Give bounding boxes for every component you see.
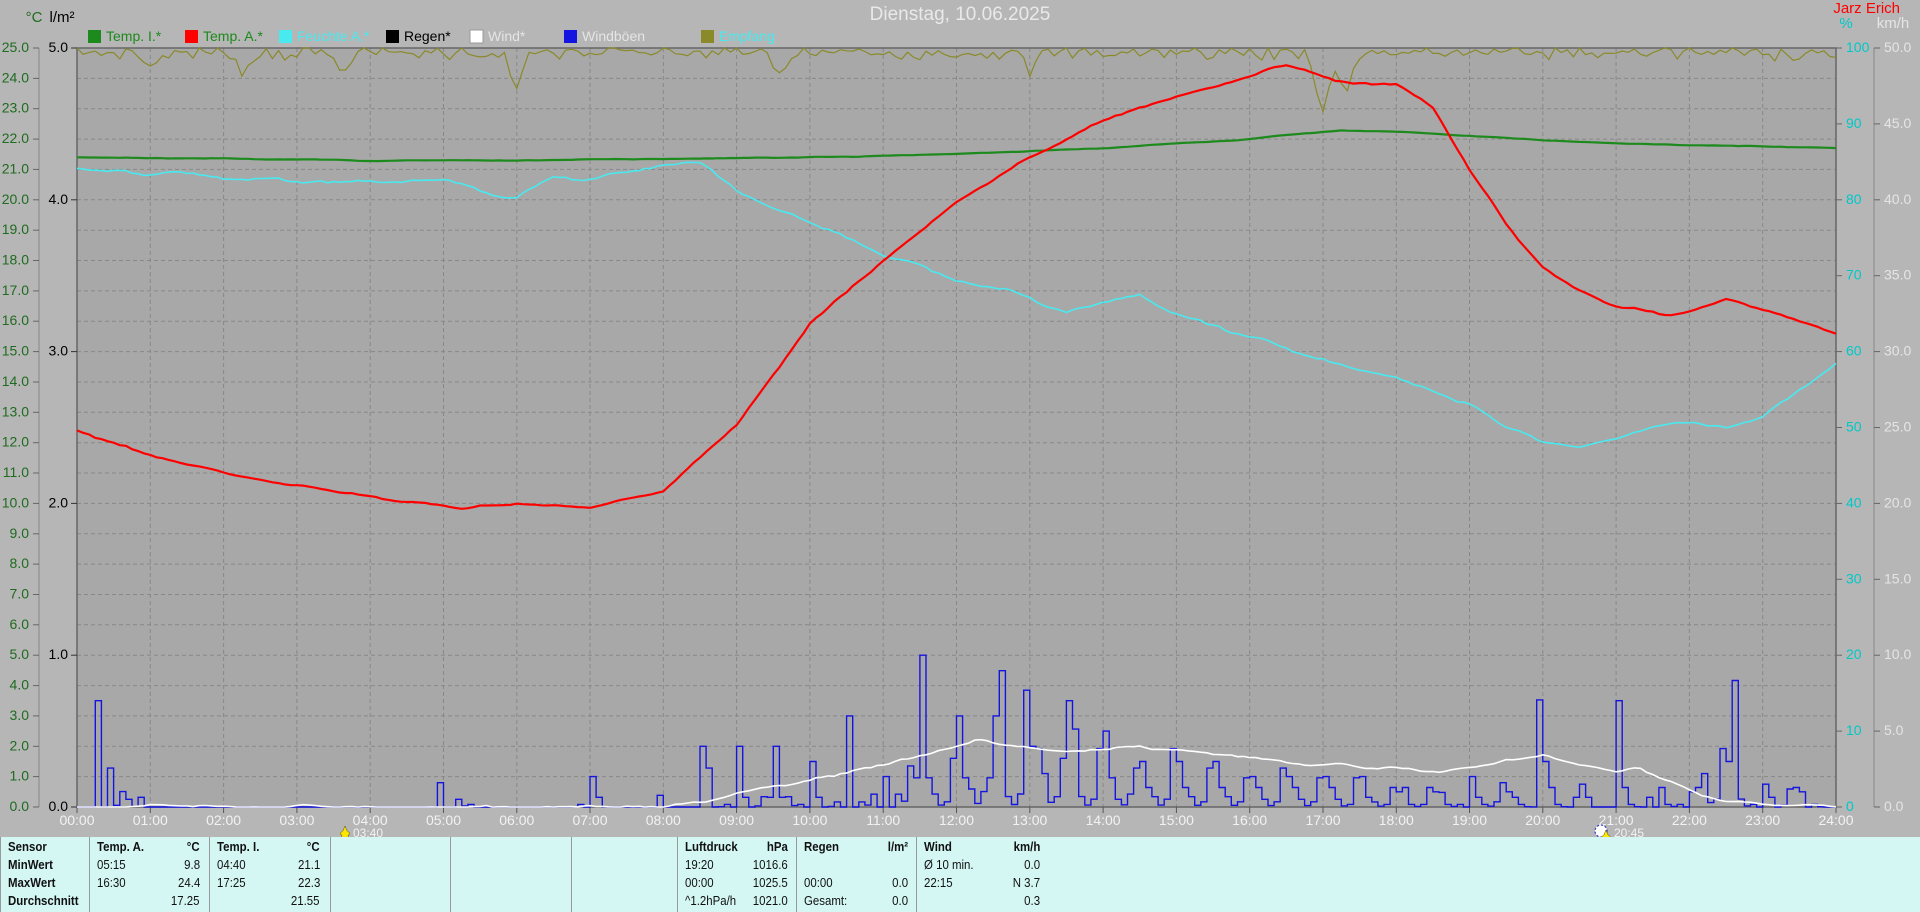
svg-text:5.0: 5.0	[1884, 722, 1904, 738]
svg-text:2.0: 2.0	[49, 494, 69, 510]
svg-text:12.0: 12.0	[2, 434, 29, 450]
svg-text:Feuchte A.*: Feuchte A.*	[297, 28, 370, 44]
svg-text:24.0: 24.0	[2, 69, 29, 85]
svg-text:Jarz Erich: Jarz Erich	[1833, 0, 1900, 17]
svg-text:3.0: 3.0	[10, 707, 30, 723]
svg-text:30.0: 30.0	[1884, 343, 1911, 359]
svg-text:60: 60	[1846, 343, 1862, 359]
svg-text:100: 100	[1846, 39, 1870, 55]
svg-text:03:00: 03:00	[279, 812, 314, 828]
svg-text:9.0: 9.0	[10, 525, 30, 541]
svg-text:°C: °C	[26, 9, 43, 26]
svg-text:10.0: 10.0	[2, 494, 29, 510]
svg-text:23:00: 23:00	[1745, 812, 1780, 828]
svg-text:2.0: 2.0	[10, 737, 30, 753]
svg-text:15.0: 15.0	[2, 343, 29, 359]
svg-text:Dienstag, 10.06.2025: Dienstag, 10.06.2025	[870, 4, 1051, 25]
svg-text:01:00: 01:00	[133, 812, 168, 828]
svg-text:00:00: 00:00	[59, 812, 94, 828]
svg-text:18.0: 18.0	[2, 252, 29, 268]
svg-text:l/m²: l/m²	[50, 9, 75, 26]
svg-text:40.0: 40.0	[1884, 191, 1911, 207]
svg-text:80: 80	[1846, 191, 1862, 207]
svg-text:11:00: 11:00	[866, 812, 900, 828]
svg-text:25.0: 25.0	[1884, 419, 1911, 435]
svg-text:15.0: 15.0	[1884, 570, 1911, 586]
svg-text:22.0: 22.0	[2, 130, 29, 146]
svg-text:0.0: 0.0	[1884, 798, 1904, 814]
svg-text:14:00: 14:00	[1086, 812, 1121, 828]
svg-text:40: 40	[1846, 494, 1862, 510]
svg-text:16:00: 16:00	[1232, 812, 1267, 828]
svg-text:7.0: 7.0	[10, 586, 30, 602]
svg-text:14.0: 14.0	[2, 373, 29, 389]
svg-text:8.0: 8.0	[10, 555, 30, 571]
svg-text:18:00: 18:00	[1379, 812, 1414, 828]
svg-text:17:00: 17:00	[1305, 812, 1340, 828]
svg-text:4.0: 4.0	[10, 677, 30, 693]
svg-text:02:00: 02:00	[206, 812, 241, 828]
svg-text:23.0: 23.0	[2, 100, 29, 116]
svg-text:Wind*: Wind*	[488, 28, 526, 44]
svg-text:1.0: 1.0	[49, 646, 69, 662]
svg-text:20.0: 20.0	[1884, 494, 1911, 510]
svg-text:06:00: 06:00	[499, 812, 534, 828]
svg-text:09:00: 09:00	[719, 812, 754, 828]
svg-text:10:00: 10:00	[792, 812, 827, 828]
svg-text:12:00: 12:00	[939, 812, 974, 828]
svg-text:10.0: 10.0	[1884, 646, 1911, 662]
svg-text:19.0: 19.0	[2, 221, 29, 237]
svg-text:11.0: 11.0	[3, 464, 29, 480]
svg-text:5.0: 5.0	[10, 646, 30, 662]
svg-text:30: 30	[1846, 570, 1862, 586]
svg-text:16.0: 16.0	[2, 312, 29, 328]
svg-text:4.0: 4.0	[49, 191, 69, 207]
svg-text:50: 50	[1846, 419, 1862, 435]
svg-text:km/h: km/h	[1877, 15, 1910, 32]
svg-text:21.0: 21.0	[2, 160, 29, 176]
svg-text:5.0: 5.0	[49, 39, 69, 55]
svg-text:90: 90	[1846, 115, 1862, 131]
svg-text:Windböen: Windböen	[582, 28, 645, 44]
svg-text:20:00: 20:00	[1525, 812, 1560, 828]
svg-text:Empfang: Empfang	[719, 28, 775, 44]
svg-text:08:00: 08:00	[646, 812, 681, 828]
svg-text:6.0: 6.0	[10, 616, 30, 632]
svg-text:50.0: 50.0	[1884, 39, 1911, 55]
svg-text:0.0: 0.0	[10, 798, 30, 814]
svg-text:Temp. A.*: Temp. A.*	[203, 28, 263, 44]
svg-text:24:00: 24:00	[1818, 812, 1853, 828]
svg-text:22:00: 22:00	[1672, 812, 1707, 828]
svg-text:45.0: 45.0	[1884, 115, 1911, 131]
svg-text:3.0: 3.0	[49, 343, 69, 359]
svg-text:15:00: 15:00	[1159, 812, 1194, 828]
svg-text:1.0: 1.0	[10, 768, 30, 784]
svg-text:Temp. I.*: Temp. I.*	[106, 28, 162, 44]
svg-text:Regen*: Regen*	[404, 28, 451, 44]
svg-text:10: 10	[1846, 722, 1862, 738]
svg-text:05:00: 05:00	[426, 812, 461, 828]
svg-text:%: %	[1839, 15, 1852, 32]
svg-text:17.0: 17.0	[2, 282, 29, 298]
svg-text:07:00: 07:00	[572, 812, 607, 828]
svg-text:20: 20	[1846, 646, 1862, 662]
svg-text:13.0: 13.0	[2, 403, 29, 419]
svg-text:13:00: 13:00	[1012, 812, 1047, 828]
svg-text:20.0: 20.0	[2, 191, 29, 207]
svg-text:25.0: 25.0	[2, 39, 29, 55]
svg-text:19:00: 19:00	[1452, 812, 1487, 828]
svg-text:70: 70	[1846, 267, 1862, 283]
svg-text:35.0: 35.0	[1884, 267, 1911, 283]
